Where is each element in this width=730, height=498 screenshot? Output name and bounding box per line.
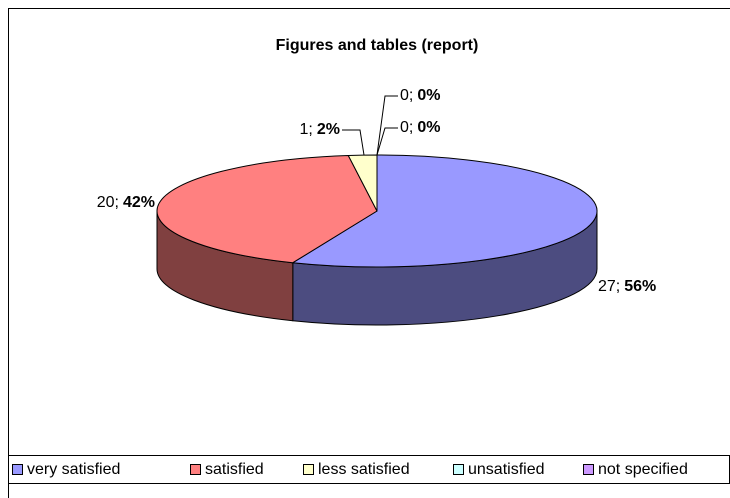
legend-label: satisfied (205, 461, 264, 478)
legend-swatch (190, 464, 201, 475)
legend-swatch (303, 464, 314, 475)
legend-swatch (12, 464, 23, 475)
data-label-count: 0; (400, 119, 413, 136)
data-label-percent: 0% (417, 87, 440, 104)
legend-label: very satisfied (27, 461, 120, 478)
data-label-count: 1; (300, 121, 313, 138)
data-label: 1; 2% (300, 121, 340, 138)
pie-slice (156, 154, 378, 264)
legend-label: not specified (598, 461, 688, 478)
leader-line (376, 127, 398, 156)
leader-line (342, 129, 365, 156)
data-label: 20; 42% (97, 194, 155, 211)
data-label: 27; 56% (598, 278, 656, 295)
data-label: 0; 0% (400, 87, 440, 104)
data-label-count: 0; (400, 87, 413, 104)
data-label-count: 27; (598, 278, 620, 295)
data-label-count: 20; (97, 194, 119, 211)
data-label-percent: 56% (624, 278, 656, 295)
legend-box (8, 455, 730, 484)
data-label-percent: 42% (123, 194, 155, 211)
legend-swatch (453, 464, 464, 475)
leader-line (376, 95, 398, 156)
chart-title: Figures and tables (report) (276, 37, 479, 54)
legend-swatch (583, 464, 594, 475)
data-label-percent: 2% (317, 121, 340, 138)
data-label: 0; 0% (400, 119, 440, 136)
data-label-percent: 0% (417, 119, 440, 136)
legend-label: unsatisfied (468, 461, 545, 478)
pie-slice (291, 154, 598, 268)
legend-label: less satisfied (318, 461, 410, 478)
